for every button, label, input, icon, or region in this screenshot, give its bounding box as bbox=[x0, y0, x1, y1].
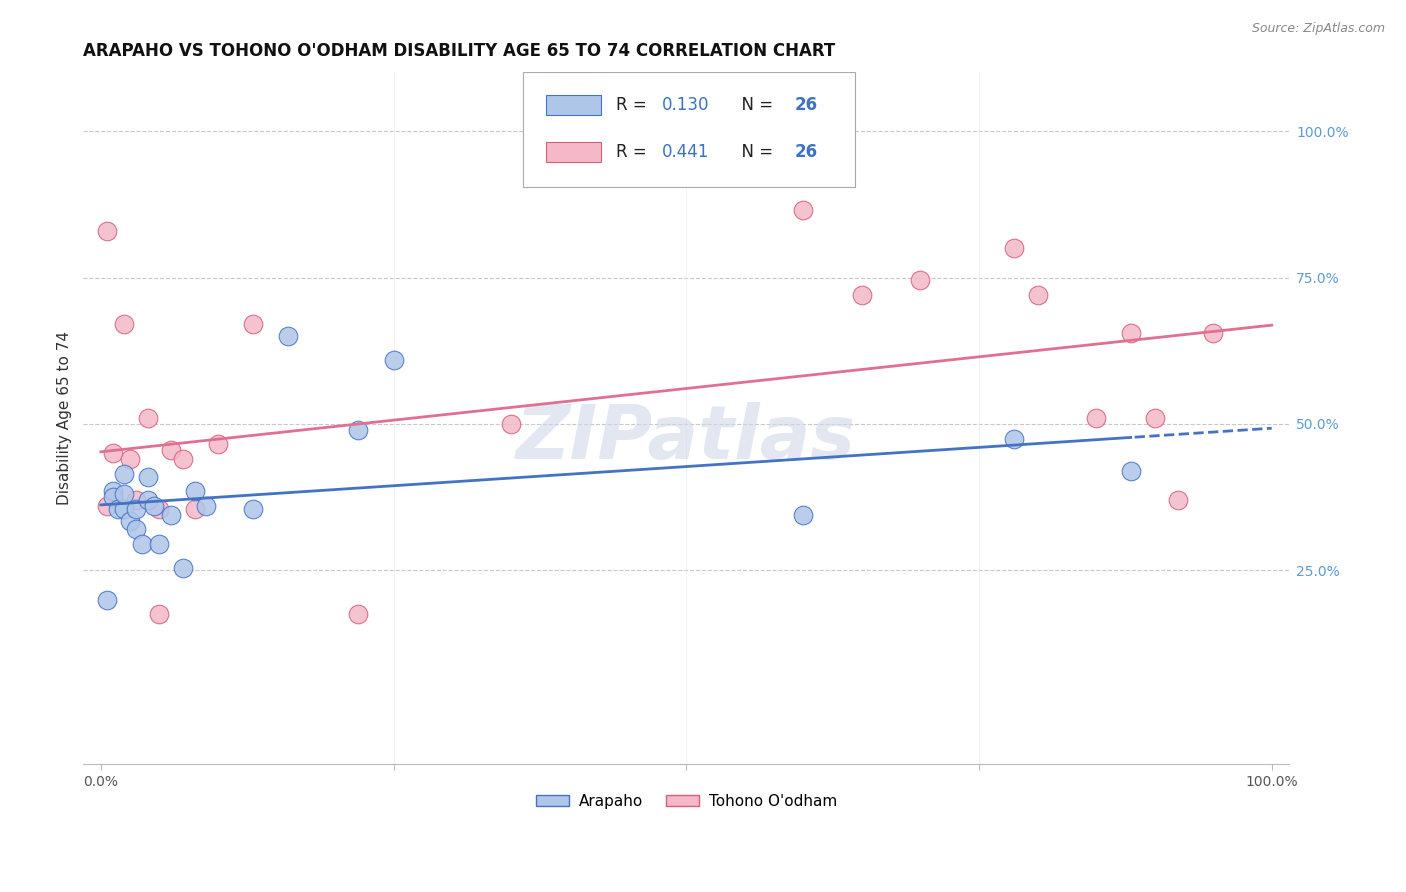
Point bbox=[148, 537, 170, 551]
Point bbox=[120, 514, 142, 528]
Point bbox=[148, 502, 170, 516]
Point bbox=[1002, 241, 1025, 255]
Point bbox=[96, 499, 118, 513]
Text: Source: ZipAtlas.com: Source: ZipAtlas.com bbox=[1251, 22, 1385, 36]
Text: ARAPAHO VS TOHONO O'ODHAM DISABILITY AGE 65 TO 74 CORRELATION CHART: ARAPAHO VS TOHONO O'ODHAM DISABILITY AGE… bbox=[83, 42, 835, 60]
Point bbox=[136, 411, 159, 425]
Point bbox=[172, 452, 194, 467]
Point bbox=[101, 484, 124, 499]
Point bbox=[851, 288, 873, 302]
Point bbox=[112, 502, 135, 516]
Text: R =: R = bbox=[616, 143, 652, 161]
Point bbox=[101, 446, 124, 460]
Point bbox=[96, 592, 118, 607]
Point bbox=[1085, 411, 1108, 425]
Point bbox=[499, 417, 522, 431]
Point bbox=[183, 502, 205, 516]
FancyBboxPatch shape bbox=[547, 95, 600, 115]
Point bbox=[120, 452, 142, 467]
Point bbox=[142, 499, 165, 513]
Text: 26: 26 bbox=[794, 96, 818, 114]
Point bbox=[160, 443, 183, 458]
Text: 26: 26 bbox=[794, 143, 818, 161]
Point bbox=[125, 493, 148, 508]
Point bbox=[125, 502, 148, 516]
Point bbox=[136, 493, 159, 508]
Legend: Arapaho, Tohono O'odham: Arapaho, Tohono O'odham bbox=[530, 788, 842, 815]
Point bbox=[792, 508, 814, 522]
Text: R =: R = bbox=[616, 96, 652, 114]
Point bbox=[277, 329, 299, 343]
Point bbox=[347, 607, 370, 622]
Text: ZIPatlas: ZIPatlas bbox=[516, 402, 856, 475]
Point bbox=[910, 273, 932, 287]
Point bbox=[347, 423, 370, 437]
Point bbox=[112, 487, 135, 501]
Point bbox=[1026, 288, 1049, 302]
FancyBboxPatch shape bbox=[547, 142, 600, 162]
Point bbox=[107, 502, 129, 516]
Point bbox=[160, 508, 183, 522]
Point bbox=[1167, 493, 1189, 508]
Point bbox=[1143, 411, 1166, 425]
Point bbox=[131, 537, 153, 551]
Point bbox=[112, 318, 135, 332]
Point bbox=[1002, 432, 1025, 446]
Point bbox=[136, 469, 159, 483]
Point bbox=[112, 467, 135, 481]
Point bbox=[96, 224, 118, 238]
Point bbox=[1121, 326, 1143, 341]
Text: 0.130: 0.130 bbox=[662, 96, 710, 114]
Point bbox=[101, 490, 124, 504]
Point bbox=[382, 352, 405, 367]
Text: N =: N = bbox=[731, 96, 779, 114]
Point bbox=[207, 437, 229, 451]
Point bbox=[242, 502, 264, 516]
Text: N =: N = bbox=[731, 143, 779, 161]
Point bbox=[792, 203, 814, 218]
FancyBboxPatch shape bbox=[523, 72, 855, 186]
Point bbox=[195, 499, 218, 513]
Point bbox=[242, 318, 264, 332]
Y-axis label: Disability Age 65 to 74: Disability Age 65 to 74 bbox=[58, 331, 72, 505]
Point bbox=[125, 523, 148, 537]
Text: 0.441: 0.441 bbox=[662, 143, 710, 161]
Point bbox=[172, 560, 194, 574]
Point bbox=[148, 607, 170, 622]
Point bbox=[183, 484, 205, 499]
Point bbox=[1121, 464, 1143, 478]
Point bbox=[1202, 326, 1225, 341]
